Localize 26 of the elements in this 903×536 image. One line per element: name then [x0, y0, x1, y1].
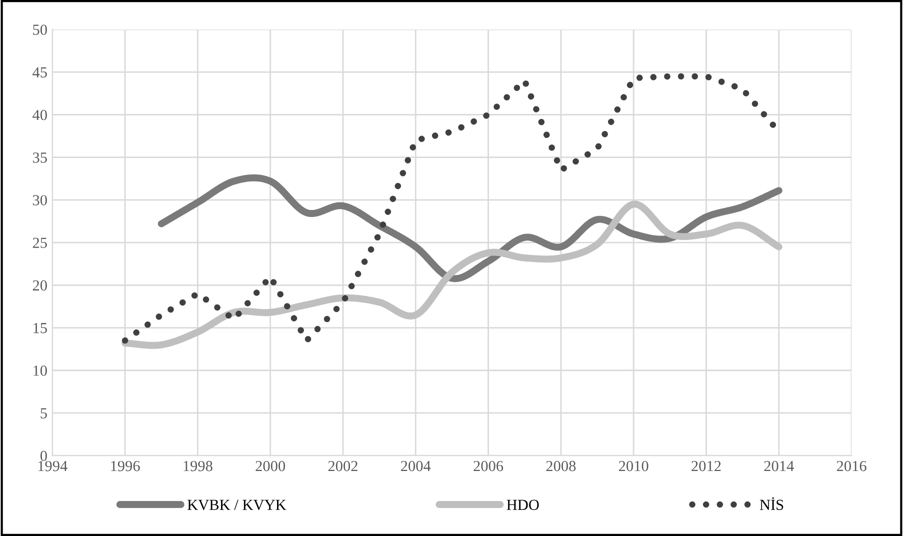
x-tick-label: 2016 [836, 460, 866, 472]
x-tick-label: 2008 [546, 460, 576, 472]
y-tick-label: 15 [34, 322, 47, 334]
x-tick-label: 1996 [111, 460, 140, 472]
y-tick-label: 0 [40, 450, 47, 462]
x-tick-label: 2004 [401, 460, 431, 472]
y-tick-label: 10 [34, 366, 47, 376]
y-tick-label: 50 [33, 24, 47, 35]
legend-label: KVBK / KVYK [187, 500, 286, 510]
x-tick-label: 2000 [256, 460, 286, 472]
y-tick-label: 40 [32, 110, 47, 120]
x-tick-label: 2014 [764, 460, 794, 472]
y-tick-label: 35 [32, 152, 47, 163]
x-tick-label: 1994 [38, 460, 68, 472]
x-tick-label: 2012 [692, 460, 721, 472]
y-tick-label: 45 [32, 67, 47, 78]
y-tick-label: 20 [32, 280, 47, 291]
y-tick-label: 25 [32, 238, 47, 248]
x-tick-label: 2002 [328, 460, 358, 472]
y-tick-label: 5 [40, 408, 47, 418]
legend-label: HDO [506, 500, 539, 510]
x-tick-label: 2006 [474, 460, 504, 472]
y-tick-label: 30 [32, 195, 47, 206]
x-tick-label: 2010 [618, 460, 648, 472]
legend-label: NİS [760, 497, 784, 510]
x-tick-label: 1998 [184, 460, 212, 472]
